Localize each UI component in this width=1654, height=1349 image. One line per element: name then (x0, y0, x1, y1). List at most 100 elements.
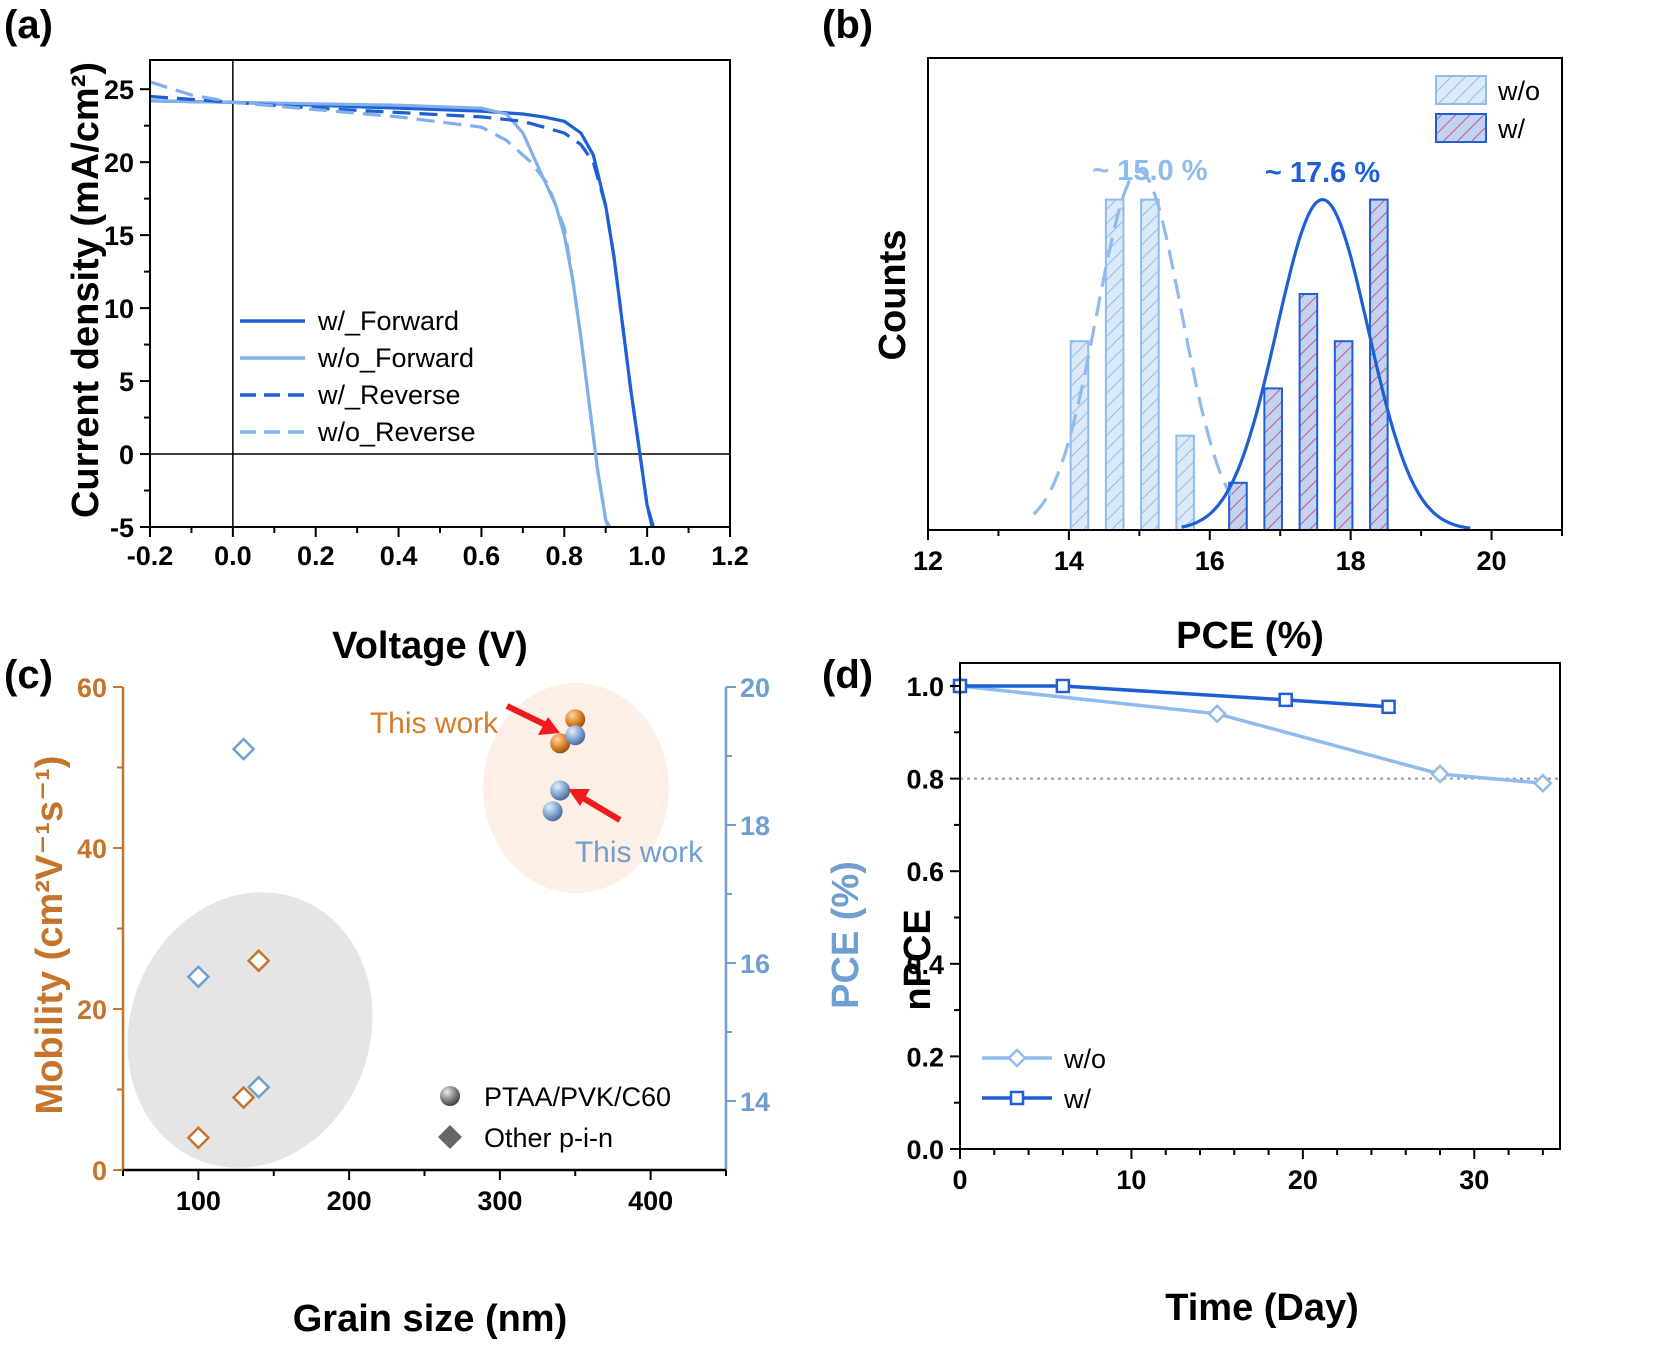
legend-label: w/_Reverse (317, 380, 461, 410)
y-tick-label: 20 (104, 148, 134, 178)
this-work-cluster-highlight (483, 683, 669, 893)
series-line (959, 684, 1544, 785)
panel-b-y-axis-title: Counts (872, 230, 914, 361)
scatter-point-sphere (565, 725, 586, 746)
legend-sphere-icon (440, 1086, 460, 1106)
panel-a-plot-area: -0.2 0.0 0.2 0.4 0.6 0.8 1.0 1.2 -5 0 5 10 15 20 25 w/_… (104, 59, 749, 571)
x-tick-label: 400 (628, 1186, 673, 1216)
x-tick-label: 0.6 (463, 541, 501, 571)
y-tick-label: 0 (119, 440, 134, 470)
scatter-point-sphere (550, 733, 571, 754)
panel-c-letter: (c) (4, 653, 53, 697)
annotation-wo-mean: ~ 15.0 % (1092, 155, 1207, 187)
legend-swatch (1435, 75, 1487, 105)
x-tick-label: -0.2 (127, 541, 174, 571)
x-tick-label: 1.0 (628, 541, 666, 571)
annotation-w-mean: ~ 17.6 % (1265, 157, 1380, 189)
x-tick-label: 0.0 (214, 541, 252, 571)
scatter-point-diamond (246, 948, 271, 973)
series-line-2 (150, 94, 654, 527)
gaussian-fit-line (1032, 169, 1233, 516)
y2-tick-label: 18 (740, 811, 770, 841)
legend-label: w/o_Reverse (317, 417, 476, 447)
histogram-bar (1228, 481, 1248, 531)
plot-frame (959, 662, 1561, 1150)
panel-b-x-axis-title: PCE (%) (1176, 615, 1324, 657)
y-tick-label: 0.6 (906, 857, 944, 887)
legend-label: w/ (1063, 1084, 1091, 1114)
y-tick-label: -5 (110, 513, 134, 543)
x-tick-label: 18 (1336, 546, 1366, 576)
y-tick-label: 40 (77, 834, 107, 864)
y-tick-label: 5 (119, 367, 134, 397)
x-tick-label: 0.2 (297, 541, 335, 571)
scatter-point-sphere (565, 709, 586, 730)
y-tick-label: 0.8 (906, 765, 944, 795)
y-tick-label: 25 (104, 75, 134, 105)
scatter-point-sphere (550, 780, 571, 801)
x-tick-label: 12 (913, 546, 943, 576)
panel-d-y-axis-title: nPCE (897, 909, 939, 1010)
x-tick-label: 14 (1054, 546, 1084, 576)
x-tick-label: 1.2 (711, 541, 749, 571)
y-tick-label: 1.0 (906, 672, 944, 702)
panel-c-plot-area: This work This work 100 200 300 400 0 20 40 60 14 1… (77, 673, 770, 1216)
histogram-bar (1263, 387, 1283, 531)
arrow-pce-shaft (576, 792, 622, 823)
y-tick-label: 0 (92, 1156, 107, 1186)
annotation-this-work-pce: This work (575, 836, 704, 869)
panel-c-y-axis-title: Mobility (cm²V⁻¹s⁻¹) (29, 756, 71, 1115)
annotation-this-work-mobility: This work (370, 707, 499, 740)
panel-c-x-axis-title: Grain size (nm) (293, 1298, 568, 1340)
x-tick-label: 20 (1288, 1165, 1318, 1195)
data-point-diamond (1207, 704, 1227, 724)
histogram-bar (1333, 340, 1354, 532)
legend-label: w/o_Forward (317, 343, 474, 373)
x-tick-label: 30 (1459, 1165, 1489, 1195)
panel-a-letter: (a) (4, 3, 53, 47)
legend-label: Other p-i-n (484, 1123, 613, 1153)
panel-b-plot-area: 12 14 16 18 20 ~ 15.0 % ~ 17.6 % w/o w/ (913, 57, 1563, 576)
histogram-bar (1140, 198, 1160, 531)
legend-swatch (1435, 113, 1487, 143)
other-pin-cluster-highlight (127, 892, 373, 1168)
gaussian-fit-line (1181, 197, 1471, 530)
x-tick-label: 16 (1195, 546, 1225, 576)
data-point-diamond (1430, 764, 1450, 784)
legend-label: PTAA/PVK/C60 (484, 1082, 671, 1112)
y-tick-label: 0.2 (906, 1042, 944, 1072)
legend-diamond-icon (438, 1125, 462, 1149)
arrow-mobility-head (538, 717, 560, 735)
x-tick-label: 100 (176, 1186, 221, 1216)
scatter-point-diamond (186, 1126, 211, 1150)
y2-tick-label: 20 (740, 673, 770, 703)
panel-d: (d) 0 10 20 30 0.0 0.2 0.4 0.6 0.8 1.0 w/o w/ Time … (822, 653, 1561, 1329)
x-tick-label: 0.4 (380, 541, 418, 571)
data-point-diamond (1533, 773, 1553, 793)
panel-d-x-axis-title: Time (Day) (1165, 1287, 1359, 1329)
series-line-3 (150, 80, 610, 527)
panel-b-letter: (b) (822, 3, 873, 47)
series-line (960, 684, 1389, 709)
series-group (150, 80, 655, 527)
panel-a-y-axis-title: Current density (mA/cm²) (65, 62, 107, 518)
panel-d-letter: (d) (822, 653, 873, 697)
panel-c-y2-axis-title: PCE (%) (825, 861, 867, 1009)
y-tick-label: 60 (77, 673, 107, 703)
y2-tick-label: 14 (740, 1087, 770, 1117)
data-point-square (1381, 699, 1396, 715)
y-tick-label: 0.4 (906, 950, 944, 980)
y-tick-label: 20 (77, 995, 107, 1025)
histogram-bar (1298, 293, 1319, 531)
scatter-point-diamond (246, 1075, 271, 1099)
panel-a: (a) -0.2 0.0 0.2 0.4 0.6 0.8 1.0 1.2 -5 0 5 10 15 20 2… (4, 3, 749, 667)
y-tick-label: 15 (104, 221, 134, 251)
legend-swatch-marker (1009, 1090, 1025, 1106)
x-tick-label: 20 (1477, 546, 1507, 576)
legend-label: w/o (1497, 76, 1540, 106)
y2-tick-label: 16 (740, 949, 770, 979)
x-tick-label: 300 (477, 1186, 522, 1216)
legend-swatch-marker (1007, 1048, 1027, 1068)
y-tick-label: 0.0 (906, 1135, 944, 1165)
